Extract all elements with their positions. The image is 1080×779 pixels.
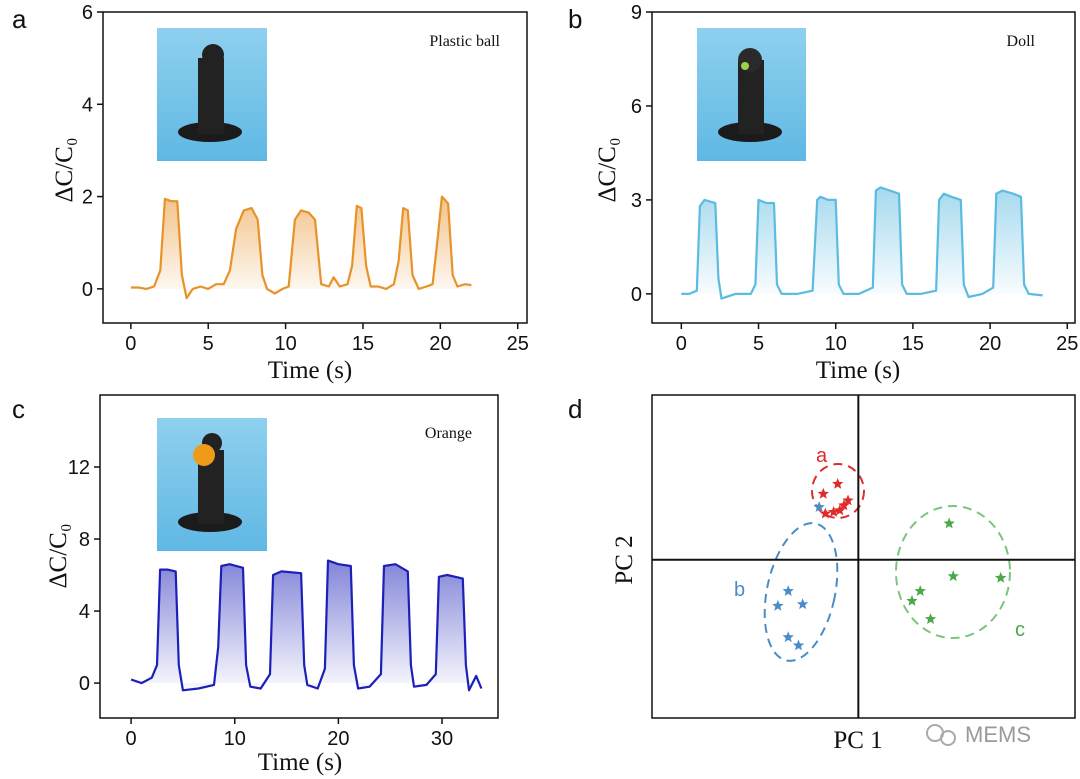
- cluster-label: b: [734, 579, 745, 601]
- y-axis-label: PC 2: [611, 535, 638, 584]
- x-tick-label: 20: [979, 333, 1001, 355]
- panel-1: b Doll Time (s) ΔC/C₀ 0 5 10 15 20 25 0 3 6 9: [568, 2, 1078, 384]
- x-tick-label: 20: [327, 728, 349, 750]
- star-point: [838, 499, 850, 511]
- x-tick-label: 10: [825, 333, 847, 355]
- star-point: [834, 504, 846, 516]
- x-axis-label: PC 1: [833, 727, 882, 754]
- panel-letter: c: [12, 394, 25, 424]
- y-tick-label: 0: [631, 284, 642, 306]
- y-tick-label: 2: [82, 187, 93, 209]
- star-point: [914, 585, 926, 596]
- x-tick-label: 0: [676, 333, 687, 355]
- star-point: [796, 598, 809, 610]
- star-point: [813, 501, 825, 512]
- watermark: MEMS: [926, 722, 1031, 747]
- cluster-label: c: [1015, 619, 1025, 641]
- area: [130, 196, 472, 299]
- x-tick-label: 10: [274, 333, 296, 355]
- star-point: [832, 478, 844, 489]
- line: [130, 559, 483, 692]
- annotation: Plastic ball: [429, 33, 500, 50]
- inset-photo: [157, 28, 806, 551]
- star-point: [943, 517, 955, 529]
- star-point: [772, 599, 784, 611]
- y-tick-label: 12: [68, 457, 90, 479]
- panel-letter: a: [12, 4, 27, 34]
- star-point: [842, 494, 854, 506]
- x-tick-label: 0: [125, 333, 136, 355]
- x-tick-label: 5: [203, 333, 214, 355]
- x-axis-label: Time (s): [268, 357, 353, 384]
- y-tick-label: 3: [631, 190, 642, 212]
- star-point: [782, 631, 794, 643]
- star-point: [827, 506, 840, 517]
- y-tick-label: 0: [82, 279, 93, 301]
- panel-letter: b: [568, 4, 582, 34]
- y-tick-label: 6: [631, 96, 642, 118]
- plot-frame: [102, 11, 528, 324]
- panel-letter: d: [568, 394, 582, 424]
- x-axis-label: Time (s): [258, 749, 343, 776]
- x-tick-label: 15: [902, 333, 924, 355]
- y-axis-label: ΔC/C₀: [594, 137, 621, 202]
- panel-0: a Plastic ball Time (s) ΔC/C₀ 0 5 10 15 20 25 0 2 4 6: [12, 2, 529, 384]
- line: [130, 195, 472, 300]
- y-tick-label: 8: [79, 529, 90, 551]
- x-tick-label: 0: [126, 728, 137, 750]
- star-point: [817, 487, 829, 499]
- cluster-label: a: [816, 445, 828, 467]
- area: [681, 187, 1043, 299]
- line: [681, 186, 1043, 300]
- x-tick-label: 20: [429, 333, 451, 355]
- x-tick-label: 25: [1056, 333, 1078, 355]
- y-tick-label: 9: [631, 2, 642, 24]
- y-tick-label: 6: [82, 2, 93, 24]
- x-tick-label: 5: [753, 333, 764, 355]
- area: [131, 560, 482, 691]
- star-point: [924, 613, 937, 624]
- x-axis-label: Time (s): [816, 357, 901, 384]
- annotation: Doll: [1007, 33, 1036, 50]
- x-tick-label: 25: [507, 333, 529, 355]
- panel-3: d PC 1 PC 2 a b c: [568, 394, 1076, 754]
- star-point: [782, 585, 794, 596]
- cluster-outline: [763, 463, 1011, 662]
- star-point: [947, 570, 959, 582]
- plot-frame: [651, 394, 1076, 719]
- y-axis-label: ΔC/C₀: [51, 137, 78, 202]
- panel-2: c Orange Time (s) ΔC/C₀ 0 10 20 30 0 4 8 12: [12, 394, 499, 776]
- plot-frame: [99, 394, 499, 719]
- x-tick-label: 15: [352, 333, 374, 355]
- star-point: [995, 571, 1007, 583]
- y-tick-label: 4: [82, 94, 93, 116]
- y-tick-label: 0: [79, 673, 90, 695]
- x-tick-label: 10: [224, 728, 246, 750]
- star-point: [819, 507, 831, 519]
- star-point: [792, 639, 805, 651]
- plot-frame: [651, 11, 1076, 324]
- annotation: Orange: [425, 425, 472, 442]
- watermark-text: MEMS: [965, 722, 1031, 747]
- y-axis-label: ΔC/C₀: [45, 523, 72, 588]
- y-tick-label: 4: [79, 601, 90, 623]
- x-tick-label: 30: [431, 728, 453, 750]
- star-point: [906, 595, 918, 606]
